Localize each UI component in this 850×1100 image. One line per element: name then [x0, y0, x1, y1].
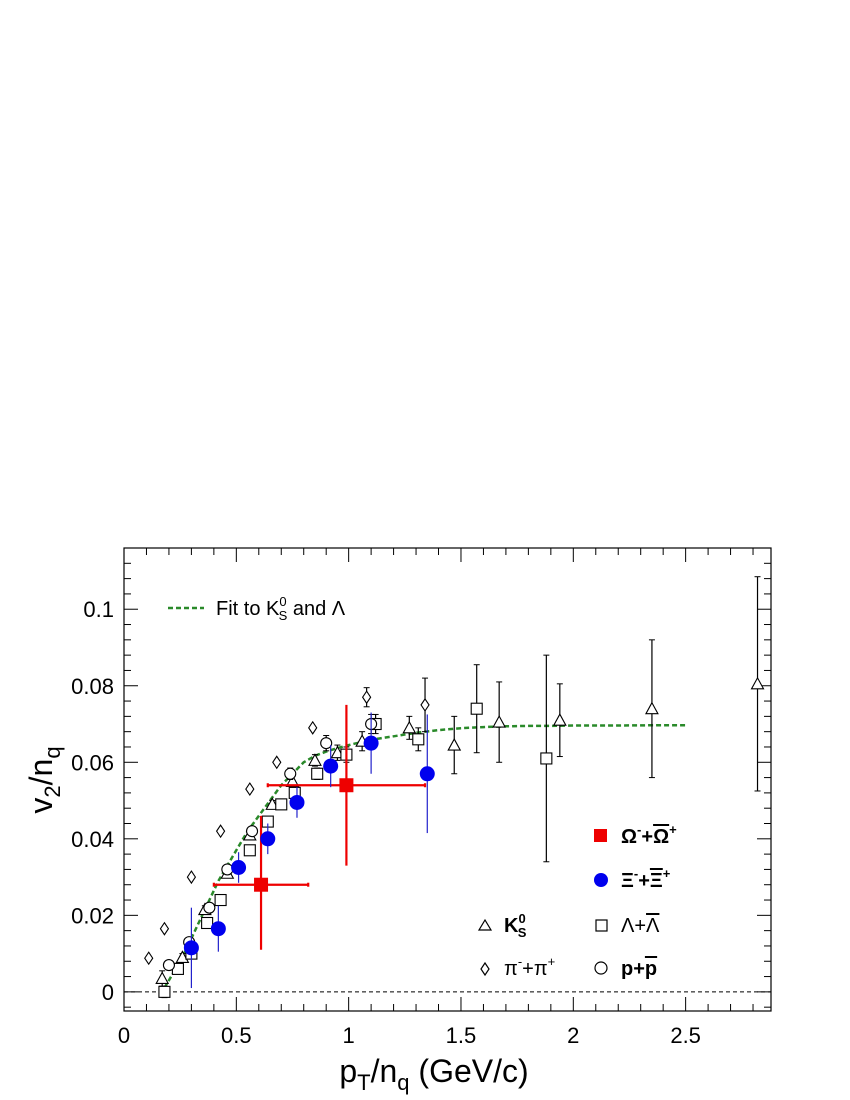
legend-fit-label: Fit to K0 S and Λ — [216, 594, 346, 623]
series-filled-square — [212, 704, 427, 950]
x-tick-label: 2 — [567, 1023, 579, 1048]
lambda-point — [214, 893, 227, 907]
pion-point — [245, 782, 255, 797]
lambda-point — [158, 985, 171, 998]
y-tick-label: 0.06 — [71, 750, 114, 775]
lambda-point — [412, 733, 425, 746]
y-tick-label: 0 — [102, 980, 114, 1005]
fit-curve — [163, 723, 686, 989]
xi-point — [363, 735, 379, 751]
pion-point — [361, 690, 372, 705]
legend-pion-marker — [480, 961, 490, 977]
k0s-point — [645, 701, 659, 715]
pion-point — [144, 951, 154, 966]
xi-point — [323, 758, 339, 774]
y-axis: 0 0.02 0.04 0.06 0.08 0.1 — [71, 562, 771, 1008]
pion-point — [420, 697, 430, 712]
proton-point — [284, 767, 297, 780]
plot-frame — [123, 547, 772, 1012]
k0s-point — [402, 720, 417, 734]
legend-pion-label: π-+π+ — [504, 954, 555, 980]
legend-k0s: K0 S — [477, 911, 527, 940]
legend-proton-label: p+p — [621, 958, 657, 980]
k0s-point — [552, 713, 567, 726]
k0s-point — [447, 737, 462, 751]
series-open-diamond — [144, 677, 430, 966]
lambda-point — [201, 916, 214, 930]
xi-point — [183, 940, 199, 956]
lambda-point — [275, 798, 288, 811]
data-layer — [144, 576, 765, 999]
xi-point — [210, 921, 226, 937]
xi-point — [419, 766, 435, 782]
series-open-triangle — [155, 576, 765, 987]
k0s-point — [155, 971, 170, 985]
proton-point — [246, 825, 259, 838]
x-axis: 0 0.5 1 1.5 2 2.5 — [118, 548, 754, 1048]
x-tick-label: 0 — [118, 1023, 130, 1048]
x-tick-label: 0.5 — [221, 1023, 252, 1048]
fit-layer — [163, 723, 686, 989]
proton-point — [221, 863, 234, 876]
x-axis-label: pT/nq (GeV/c) — [339, 1053, 528, 1095]
xi-point — [231, 860, 247, 876]
omega-point — [254, 877, 269, 892]
legend-lambda: Λ+Λ — [595, 915, 660, 937]
k0s-point — [492, 714, 507, 728]
legend-omega-marker — [594, 829, 607, 842]
k0s-point — [285, 774, 300, 787]
legend-proton: p+p — [594, 958, 657, 980]
lambda-point — [243, 844, 256, 857]
y-tick-label: 0.08 — [71, 674, 114, 699]
legend-xi: Ξ-+Ξ+ — [594, 866, 671, 892]
xi-point — [289, 794, 305, 810]
x-tick-label: 2.5 — [670, 1023, 701, 1048]
y-tick-label: 0.04 — [71, 827, 114, 852]
proton-point — [320, 737, 333, 750]
legend-pion: π-+π+ — [480, 954, 555, 980]
y-axis-label: v2/nq — [23, 746, 65, 813]
x-tick-label: 1 — [343, 1023, 355, 1048]
legend-xi-label: Ξ-+Ξ+ — [621, 866, 671, 892]
legend-omega-label: Ω-+Ω+ — [621, 822, 677, 848]
lambda-point — [470, 702, 483, 715]
y-tick-label: 0.02 — [71, 903, 114, 928]
k0s-point — [308, 753, 322, 766]
legend-omega: Ω-+Ω+ — [594, 822, 677, 848]
legend-xi-marker — [594, 873, 608, 887]
proton-point — [203, 901, 216, 914]
legend-lambda-label: Λ+Λ — [621, 915, 660, 937]
legend-proton-marker — [594, 961, 608, 975]
lambda-point — [540, 752, 553, 765]
proton-point — [162, 959, 175, 972]
pion-point — [186, 870, 197, 885]
pion-point — [272, 755, 282, 770]
pion-point — [159, 921, 170, 936]
pion-point — [215, 824, 226, 839]
xi-point — [260, 831, 276, 847]
series-filled-circle — [183, 712, 435, 989]
legend-k0s-label: K0 S — [504, 911, 527, 940]
y-tick-label: 0.1 — [83, 597, 114, 622]
lambda-point — [311, 767, 324, 780]
legend-fit: Fit to K0 S and Λ — [168, 594, 346, 623]
k0s-point — [750, 676, 765, 690]
legend-k0s-marker — [477, 918, 493, 931]
pion-point — [308, 720, 318, 735]
omega-point — [339, 778, 354, 793]
legend-lambda-marker — [595, 919, 608, 932]
x-tick-label: 1.5 — [446, 1023, 477, 1048]
